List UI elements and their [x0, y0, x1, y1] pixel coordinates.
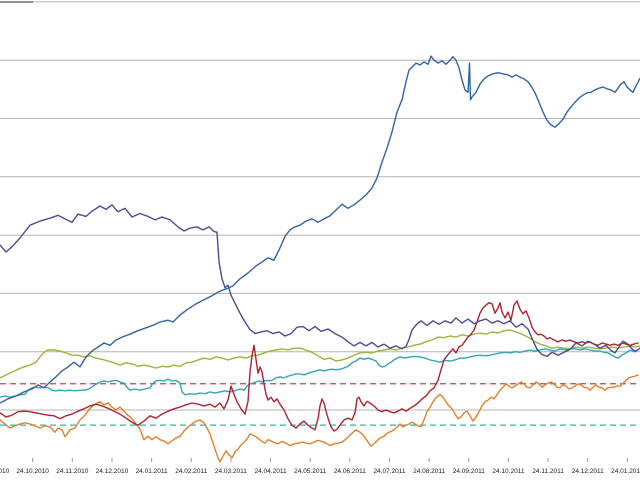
x-axis-label: 24.03.2011	[215, 468, 247, 475]
x-axis-label: 24.12.2010	[96, 468, 129, 475]
x-axis-label: 24.06.2011	[334, 468, 366, 475]
series-line-teal	[0, 348, 639, 398]
x-axis-label: 24.07.2011	[373, 468, 405, 475]
x-axis-label: 24.02.2011	[175, 468, 207, 475]
x-axis-label: 24.01.2012	[611, 468, 640, 475]
top-border-segment	[0, 1, 33, 3]
x-axis-label: 24.12.2011	[572, 468, 604, 475]
series-line-dark-red	[0, 300, 639, 432]
x-axis-label: 24.08.2011	[413, 468, 445, 475]
x-axis-label: 24.11.2011	[532, 468, 564, 475]
series-line-olive-green	[0, 329, 640, 379]
x-axis-label: 24.09.2010	[0, 468, 10, 475]
x-axis-label: 24.10.2010	[16, 468, 49, 475]
series-line-dark-blue	[0, 204, 640, 358]
x-axis-label: 24.04.2011	[255, 468, 287, 475]
x-axis-label: 24.05.2011	[294, 468, 326, 475]
series-line-orange	[0, 374, 639, 463]
x-axis-label: 24.10.2011	[492, 468, 524, 475]
x-axis-label: 24.11.2010	[56, 468, 88, 475]
x-axis-label: 24.09.2011	[453, 468, 485, 475]
series-line-steel-blue	[0, 55, 640, 404]
x-axis-label: 24.01.2011	[136, 468, 168, 475]
